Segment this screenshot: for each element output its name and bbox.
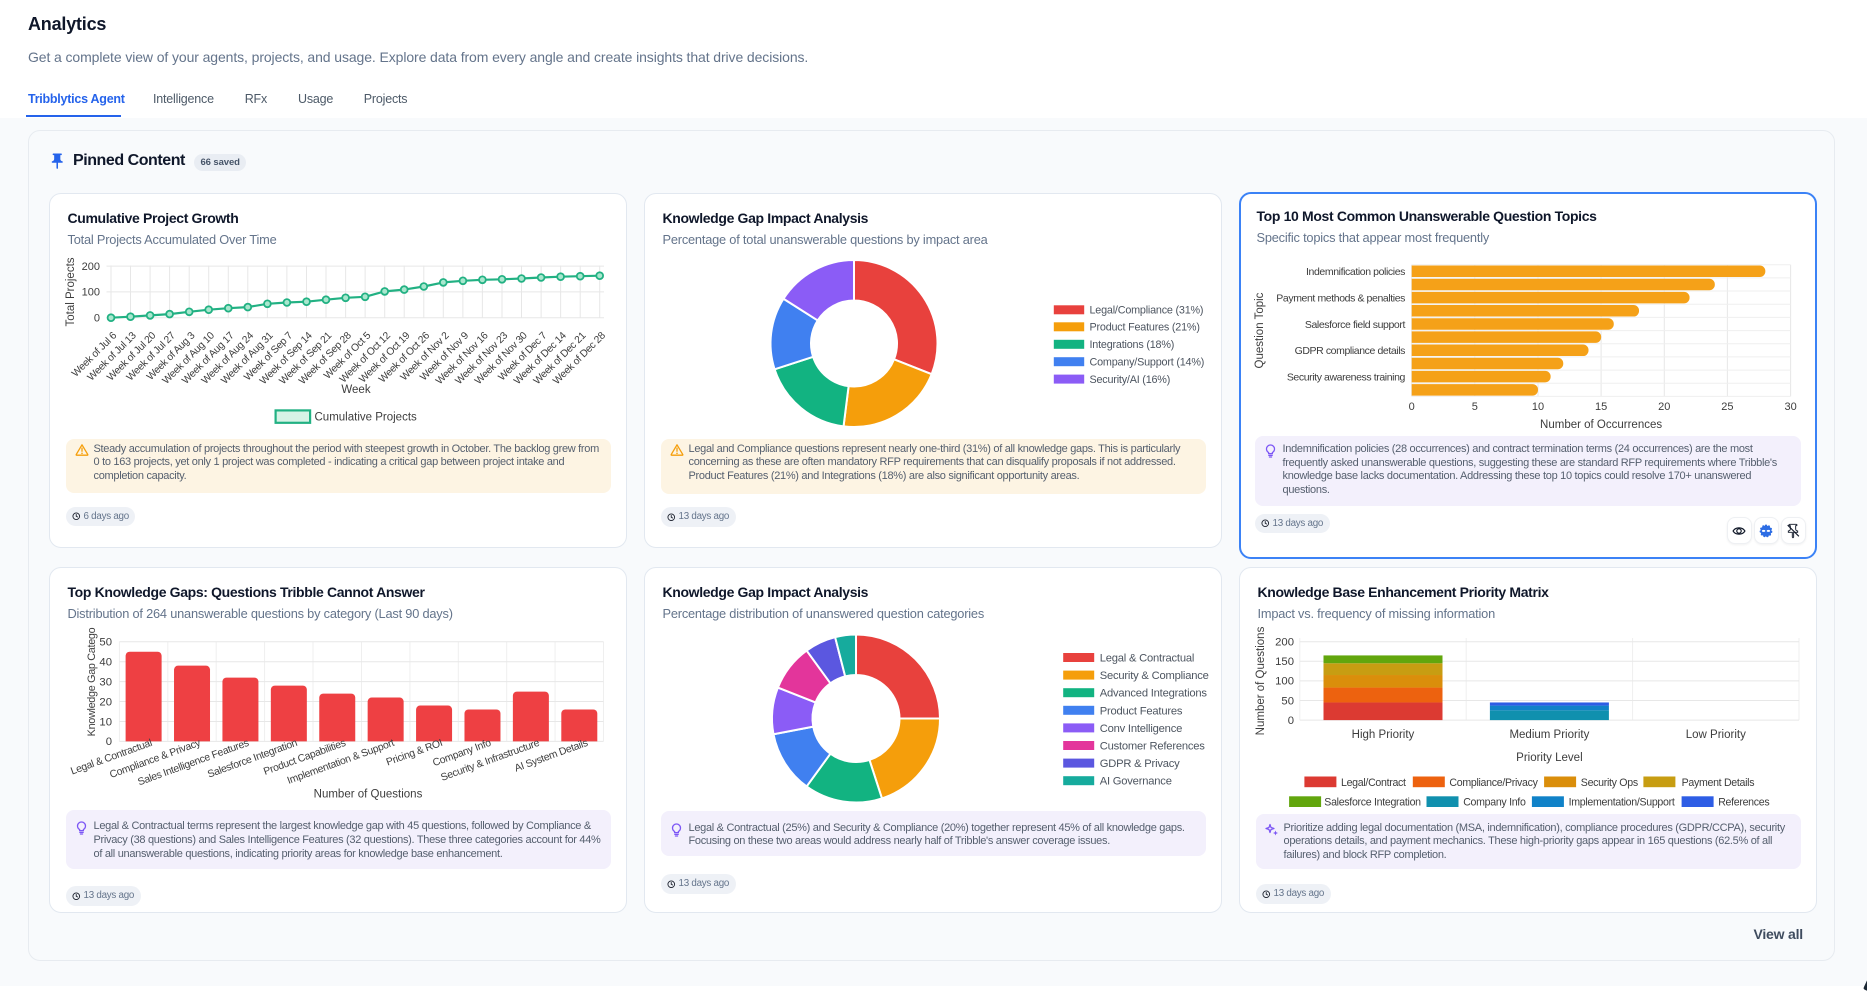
svg-text:Payment Details: Payment Details: [1681, 777, 1754, 789]
svg-text:Total Projects: Total Projects: [65, 257, 77, 326]
svg-text:Legal/Compliance (31%): Legal/Compliance (31%): [1089, 305, 1203, 317]
svg-text:Cumulative Projects: Cumulative Projects: [314, 412, 417, 424]
svg-text:Legal & Contractual: Legal & Contractual: [1099, 653, 1193, 665]
svg-text:Security Ops: Security Ops: [1580, 777, 1637, 789]
svg-text:GDPR compliance details: GDPR compliance details: [1294, 345, 1405, 357]
svg-text:Low Priority: Low Priority: [1685, 729, 1745, 741]
svg-text:20: 20: [99, 696, 112, 708]
svg-text:Product Features: Product Features: [1099, 705, 1182, 717]
svg-text:Priority Level: Priority Level: [1516, 752, 1582, 764]
svg-text:Salesforce Integration: Salesforce Integration: [1324, 797, 1421, 809]
svg-text:Security & Compliance: Security & Compliance: [1099, 670, 1208, 682]
svg-text:High Priority: High Priority: [1351, 729, 1414, 741]
svg-text:30: 30: [99, 676, 112, 688]
svg-text:Indemnification policies: Indemnification policies: [1306, 266, 1405, 278]
svg-text:Number of Questions: Number of Questions: [313, 789, 422, 801]
svg-text:Security awareness training: Security awareness training: [1286, 371, 1405, 383]
svg-text:40: 40: [99, 657, 112, 669]
svg-text:Compliance/Privacy: Compliance/Privacy: [1449, 777, 1538, 789]
svg-text:0: 0: [1287, 715, 1293, 727]
svg-text:100: 100: [1275, 676, 1294, 688]
svg-text:0: 0: [1408, 401, 1414, 413]
svg-text:References: References: [1718, 797, 1769, 809]
svg-text:30: 30: [1784, 401, 1796, 413]
svg-text:100: 100: [81, 287, 99, 299]
svg-text:Integrations (18%): Integrations (18%): [1089, 339, 1174, 351]
svg-text:Question Topic: Question Topic: [1254, 292, 1266, 368]
svg-text:50: 50: [99, 637, 112, 649]
svg-text:200: 200: [81, 261, 99, 273]
svg-text:Company/Support (14%): Company/Support (14%): [1089, 356, 1204, 368]
svg-text:Security/AI (16%): Security/AI (16%): [1089, 374, 1170, 386]
svg-text:Advanced Integrations: Advanced Integrations: [1099, 688, 1207, 700]
svg-text:Knowledge Gap Catego: Knowledge Gap Catego: [86, 627, 98, 736]
svg-text:Week: Week: [341, 384, 370, 396]
svg-text:Medium Priority: Medium Priority: [1509, 729, 1589, 741]
svg-text:5: 5: [1471, 401, 1477, 413]
svg-text:15: 15: [1594, 401, 1606, 413]
svg-text:Legal/Contract: Legal/Contract: [1341, 777, 1406, 789]
svg-text:50: 50: [1281, 695, 1294, 707]
svg-text:AI Governance: AI Governance: [1099, 776, 1171, 788]
svg-text:Product Features (21%): Product Features (21%): [1089, 322, 1199, 334]
svg-text:0: 0: [93, 313, 99, 325]
svg-text:Payment methods & penalties: Payment methods & penalties: [1276, 292, 1405, 304]
svg-text:Conv Intelligence: Conv Intelligence: [1099, 723, 1181, 735]
svg-text:200: 200: [1275, 637, 1294, 649]
svg-text:Company Info: Company Info: [1463, 797, 1526, 809]
svg-text:Number of Questions: Number of Questions: [1255, 626, 1267, 735]
svg-text:Customer References: Customer References: [1099, 741, 1205, 753]
svg-text:0: 0: [105, 736, 111, 748]
svg-text:GDPR & Privacy: GDPR & Privacy: [1099, 758, 1179, 770]
svg-text:25: 25: [1721, 401, 1733, 413]
svg-text:Number of Occurrences: Number of Occurrences: [1540, 419, 1662, 431]
svg-text:10: 10: [1531, 401, 1543, 413]
svg-text:20: 20: [1658, 401, 1670, 413]
svg-text:10: 10: [99, 716, 112, 728]
svg-text:Salesforce field support: Salesforce field support: [1304, 319, 1405, 331]
svg-text:150: 150: [1275, 656, 1294, 668]
svg-text:Implementation/Support: Implementation/Support: [1568, 797, 1674, 809]
